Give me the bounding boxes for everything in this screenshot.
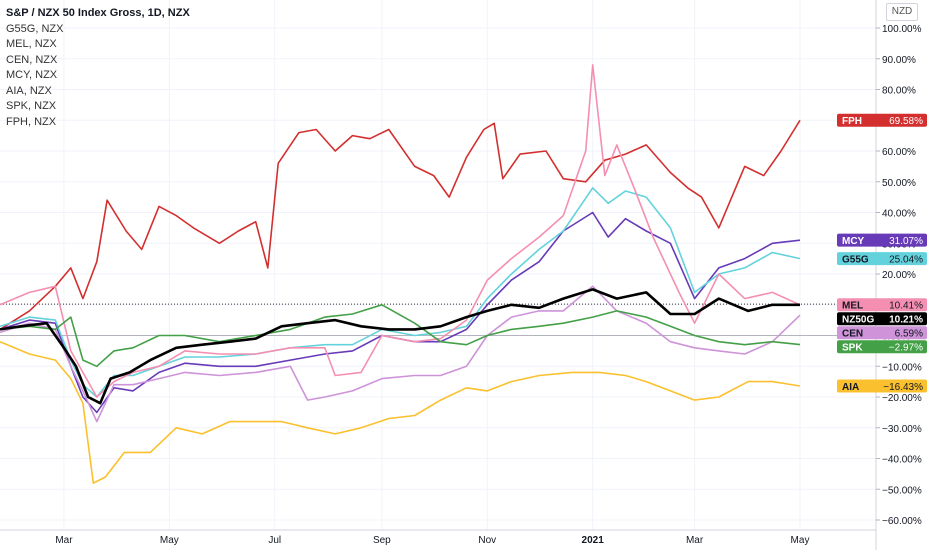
y-tick-label: −20.00% <box>882 393 922 404</box>
series-end-label-nz50g: NZ50G 10.21% <box>837 312 927 326</box>
series-line-cen <box>0 285 801 423</box>
end-label-value: 10.41% <box>889 301 923 312</box>
end-label-value: −2.97% <box>889 343 923 354</box>
end-label-background <box>837 340 927 354</box>
series-end-label-mcy: MCY 31.07% <box>837 233 927 247</box>
currency-button[interactable]: NZD <box>886 3 918 21</box>
legend-symbol[interactable]: MEL, NZX <box>6 38 57 50</box>
end-label-background <box>837 113 927 127</box>
end-label-background <box>837 233 927 247</box>
legend-symbol[interactable]: SPK, NZX <box>6 100 57 112</box>
end-label-background <box>837 379 927 393</box>
y-tick-label: −30.00% <box>882 424 922 435</box>
y-tick-label: 20.00% <box>882 270 916 281</box>
series-line-mel <box>0 64 801 398</box>
series-line-g55g <box>0 187 801 398</box>
y-tick-label: −40.00% <box>882 455 922 466</box>
end-label-background <box>837 252 927 266</box>
series-line-aia <box>0 340 801 484</box>
end-label-name: SPK <box>842 343 863 354</box>
series-end-label-aia: AIA −16.43% <box>837 379 927 393</box>
end-label-background <box>837 298 927 312</box>
y-tick-label: −60.00% <box>882 516 922 527</box>
legend-title: S&P / NZX 50 Index Gross, 1D, NZX <box>6 7 190 19</box>
end-label-name: CEN <box>842 329 863 340</box>
y-tick-label: 100.00% <box>882 24 922 35</box>
end-label-value: −16.43% <box>883 382 923 393</box>
series-line-spk <box>0 303 801 368</box>
x-tick-label: 2021 <box>582 535 605 546</box>
end-label-value: 69.58% <box>889 116 923 127</box>
series-end-label-spk: SPK −2.97% <box>837 340 927 354</box>
series-line-mcy <box>0 211 801 414</box>
x-tick-label: May <box>791 535 810 546</box>
legend-symbol[interactable]: MCY, NZX <box>6 69 58 81</box>
legend-symbol[interactable]: AIA, NZX <box>6 84 52 97</box>
y-tick-label: −10.00% <box>882 362 922 373</box>
series-end-label-g55g: G55G 25.04% <box>837 252 927 265</box>
y-tick-label: 60.00% <box>882 147 916 158</box>
end-label-name: FPH <box>842 116 862 127</box>
end-label-name: MEL <box>842 301 863 312</box>
x-tick-label: Jul <box>268 535 281 546</box>
legend-symbol[interactable]: FPH, NZX <box>6 115 57 128</box>
end-label-name: MCY <box>842 236 865 247</box>
series-end-label-cen: CEN 6.59% <box>837 326 927 340</box>
legend-symbol[interactable]: G55G, NZX <box>6 22 64 35</box>
end-label-value: 31.07% <box>889 236 923 247</box>
end-label-name: G55G <box>842 254 869 265</box>
series-line-nz50g <box>0 288 800 405</box>
end-label-background <box>837 312 927 326</box>
series-end-label-mel: MEL 10.41% <box>837 298 927 312</box>
x-tick-label: Nov <box>478 535 496 546</box>
y-tick-label: −50.00% <box>882 485 922 496</box>
end-label-name: AIA <box>842 382 859 393</box>
x-tick-label: May <box>160 535 179 546</box>
legend-symbol[interactable]: CEN, NZX <box>6 53 58 66</box>
x-tick-label: Mar <box>55 535 73 546</box>
price-axis[interactable] <box>876 0 932 550</box>
end-label-value: 25.04% <box>889 254 923 265</box>
y-tick-label: 90.00% <box>882 55 916 66</box>
y-tick-label: 50.00% <box>882 178 916 189</box>
x-tick-label: Sep <box>373 535 391 546</box>
y-tick-label: 80.00% <box>882 86 916 97</box>
chart-legend: S&P / NZX 50 Index Gross, 1D, NZX G55G, … <box>6 6 190 130</box>
end-label-name: NZ50G <box>842 315 874 326</box>
y-tick-label: 40.00% <box>882 209 916 220</box>
series-end-label-fph: FPH 69.58% <box>837 113 927 127</box>
series-line-fph <box>0 119 801 331</box>
x-tick-label: Mar <box>686 535 704 546</box>
end-label-value: 10.21% <box>889 315 923 326</box>
end-label-background <box>837 326 927 340</box>
end-label-value: 6.59% <box>895 329 923 340</box>
